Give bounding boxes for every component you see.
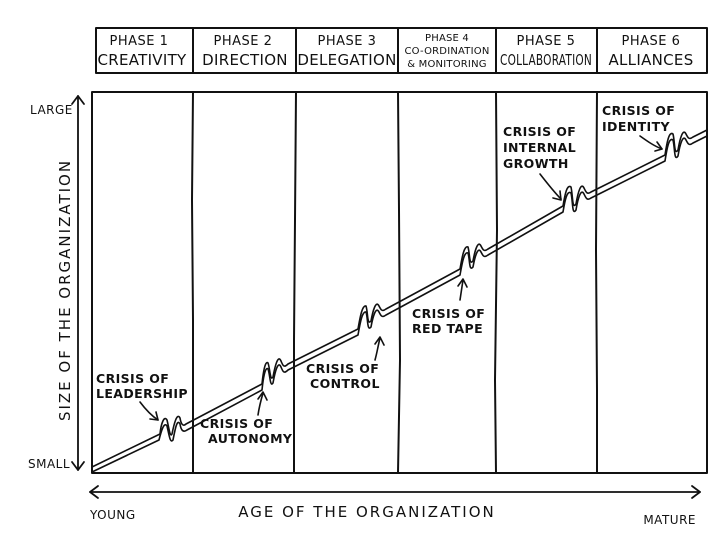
phase-5: PHASE 5 COLLABORATION (500, 34, 592, 69)
crisis-leadership-arrow (139, 401, 159, 421)
crisis-red-tape-line-1: CRISIS OF (412, 306, 485, 321)
crisis-autonomy-line-1: CRISIS OF (200, 416, 273, 431)
x-axis: YOUNG MATURE AGE OF THE ORGANIZATION (89, 485, 701, 527)
phase-2-number: PHASE 2 (214, 34, 273, 49)
phase-1: PHASE 1 CREATIVITY (97, 34, 187, 69)
plot-frame (91, 91, 708, 474)
phase-4: PHASE 4 CO-ORDINATION & MONITORING (404, 33, 489, 70)
crisis-identity: CRISIS OF IDENTITY (602, 103, 675, 152)
phase-5-number: PHASE 5 (517, 34, 576, 49)
arrow-head-icon (257, 391, 268, 401)
crisis-internal-growth-line-2: INTERNAL (503, 140, 576, 155)
crisis-control-line-1: CRISIS OF (306, 361, 379, 376)
arrow-left-icon (89, 485, 99, 499)
y-axis-top-label: LARGE (30, 103, 73, 117)
y-axis-bottom-label: SMALL (28, 457, 70, 471)
phase-1-number: PHASE 1 (110, 34, 169, 49)
crisis-identity-arrow (639, 135, 663, 150)
phase-1-name: CREATIVITY (97, 51, 187, 69)
arrow-up-icon (71, 95, 85, 105)
crisis-autonomy-arrow (257, 392, 264, 416)
y-axis-title: SIZE OF THE ORGANIZATION (56, 159, 74, 421)
arrow-head-icon (552, 190, 562, 201)
growth-curve-lower (91, 135, 708, 473)
arrow-head-icon (654, 141, 663, 152)
crisis-autonomy: CRISIS OF AUTONOMY (200, 391, 293, 446)
phase-header-frame (95, 27, 708, 74)
phase-boundary-line (191, 91, 194, 474)
phase-2-name: DIRECTION (202, 51, 288, 69)
phase-boundary-line (293, 91, 297, 474)
crisis-leadership: CRISIS OF LEADERSHIP (96, 371, 188, 421)
crisis-red-tape-line-2: RED TAPE (412, 321, 483, 336)
crisis-control-arrow (374, 337, 381, 361)
phase-boundary-line (595, 91, 598, 474)
x-axis-title: AGE OF THE ORGANIZATION (238, 503, 496, 521)
arrow-right-icon (691, 485, 701, 499)
growth-curve-upper (91, 129, 708, 468)
phase-boundary-line (397, 91, 401, 474)
crisis-identity-line-1: CRISIS OF (602, 103, 675, 118)
phase-6-name: ALLIANCES (608, 51, 693, 69)
y-axis: LARGE SMALL SIZE OF THE ORGANIZATION (28, 95, 85, 471)
phase-3: PHASE 3 DELEGATION (297, 34, 396, 69)
phase-6: PHASE 6 ALLIANCES (608, 34, 693, 69)
phase-4-name-line-1: CO-ORDINATION (404, 46, 489, 57)
plot-area (91, 91, 708, 474)
crisis-identity-line-2: IDENTITY (602, 119, 671, 134)
crisis-control-line-2: CONTROL (310, 376, 380, 391)
phase-3-name: DELEGATION (297, 51, 396, 69)
phase-4-name-line-2: & MONITORING (407, 59, 486, 70)
phase-header: PHASE 1 CREATIVITY PHASE 2 DIRECTION PHA… (95, 27, 708, 74)
x-axis-left-label: YOUNG (89, 508, 136, 522)
crisis-leadership-line-1: CRISIS OF (96, 371, 169, 386)
phase-2: PHASE 2 DIRECTION (202, 34, 288, 69)
phase-boundary-line (494, 91, 498, 474)
growth-curve (91, 129, 708, 473)
arrow-head-icon (374, 336, 385, 346)
x-axis-right-label: MATURE (643, 513, 696, 527)
crisis-autonomy-line-2: AUTONOMY (208, 431, 293, 446)
phase-4-number: PHASE 4 (425, 33, 469, 44)
phase-3-number: PHASE 3 (318, 34, 377, 49)
crisis-red-tape: CRISIS OF RED TAPE (412, 278, 485, 336)
crisis-internal-growth-line-1: CRISIS OF (503, 124, 576, 139)
arrow-head-icon (457, 278, 468, 288)
crisis-leadership-line-2: LEADERSHIP (96, 386, 188, 401)
crisis-internal-growth-arrow (539, 173, 562, 200)
phase-6-number: PHASE 6 (622, 34, 681, 49)
crisis-internal-growth: CRISIS OF INTERNAL GROWTH (503, 124, 576, 201)
phase-5-name: COLLABORATION (500, 51, 592, 69)
arrow-down-icon (71, 461, 85, 471)
crisis-red-tape-arrow (459, 279, 464, 301)
arrow-head-icon (149, 411, 159, 421)
crisis-control: CRISIS OF CONTROL (306, 336, 385, 391)
crisis-internal-growth-line-3: GROWTH (503, 156, 569, 171)
